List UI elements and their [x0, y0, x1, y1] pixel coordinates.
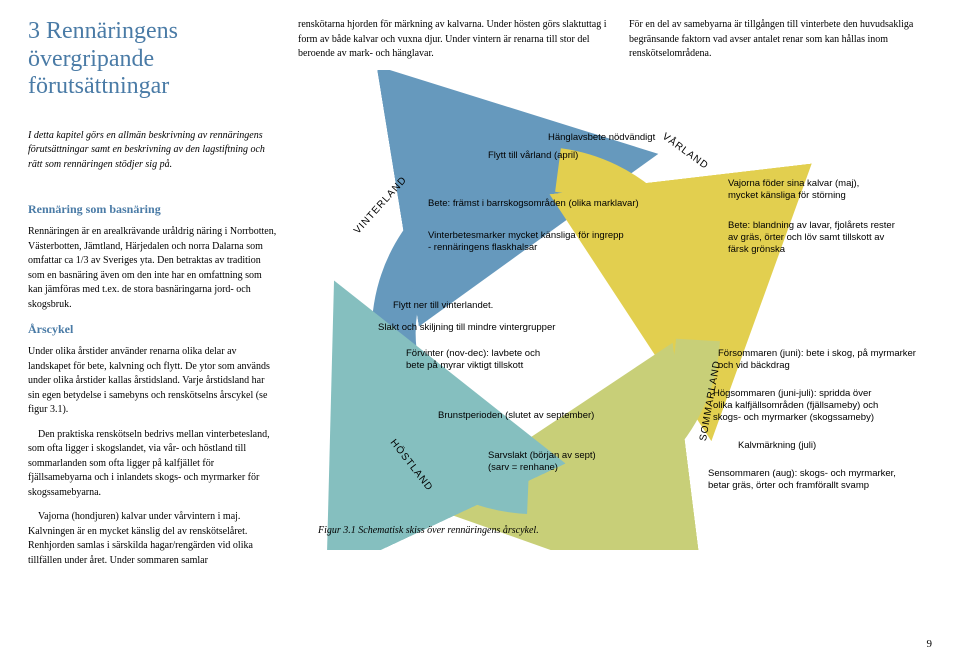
body-basnaring: Rennäringen är en arealkrävande uråldrig…	[28, 225, 278, 312]
label-bete-bland: Bete: blandning av lavar, fjolårets rest…	[728, 220, 895, 257]
label-kalvmark: Kalvmärkning (juli)	[738, 440, 816, 452]
label-forvinter: Förvinter (nov-dec): lavbete och bete på…	[406, 348, 540, 373]
body-arscykel-1: Under olika årstider använder renarna ol…	[28, 345, 278, 418]
body-arscykel-2: Den praktiska renskötseln bedrivs mellan…	[28, 428, 278, 501]
top-col-1: renskötarna hjorden för märkning av kalv…	[298, 18, 607, 62]
label-vajorna: Vajorna föder sina kalvar (maj), mycket …	[728, 178, 859, 203]
label-flytt-var: Flytt till vårland (april)	[488, 150, 578, 162]
figure-caption: Figur 3.1 Schematisk skiss över rennärin…	[318, 525, 539, 536]
label-bete-barr: Bete: främst i barrskogsområden (olika m…	[428, 198, 639, 210]
chapter-title: 3 Rennäringens övergripande förutsättnin…	[28, 18, 278, 101]
subhead-arscykel: Årscykel	[28, 322, 278, 337]
label-sarvslakt: Sarvslakt (början av sept) (sarv = renha…	[488, 450, 596, 475]
label-sensommar: Sensommaren (aug): skogs- och myrmarker,…	[708, 468, 896, 493]
label-slakt: Slakt och skiljning till mindre vintergr…	[378, 322, 555, 334]
label-flytt-ner: Flytt ner till vinterlandet.	[393, 300, 493, 312]
label-hanglavs: Hänglavsbete nödvändigt	[548, 132, 655, 144]
page-layout: 3 Rennäringens övergripande förutsättnin…	[0, 0, 960, 662]
subhead-basnaring: Rennäring som basnäring	[28, 202, 278, 217]
label-brunst: Brunstperioden (slutet av september)	[438, 410, 594, 422]
chapter-intro: I detta kapitel görs en allmän beskrivni…	[28, 129, 278, 173]
label-vinterbetes: Vinterbetesmarker mycket känsliga för in…	[428, 230, 624, 255]
right-area: renskötarna hjorden för märkning av kalv…	[298, 18, 938, 652]
label-forsommar: Försommaren (juni): bete i skog, på myrm…	[718, 348, 916, 373]
page-number: 9	[927, 638, 933, 650]
body-arscykel-3: Vajorna (hondjuren) kalvar under vårvint…	[28, 510, 278, 568]
left-column: 3 Rennäringens övergripande förutsättnin…	[28, 18, 278, 652]
cycle-diagram: VINTERLAND VÅRLAND SOMMARLAND HÖSTLAND H…	[298, 70, 938, 550]
top-text-columns: renskötarna hjorden för märkning av kalv…	[298, 18, 938, 62]
label-hogsommar: Högsommaren (juni-juli): spridda över ol…	[713, 388, 878, 425]
top-col-2: För en del av samebyarna är tillgången t…	[629, 18, 938, 62]
